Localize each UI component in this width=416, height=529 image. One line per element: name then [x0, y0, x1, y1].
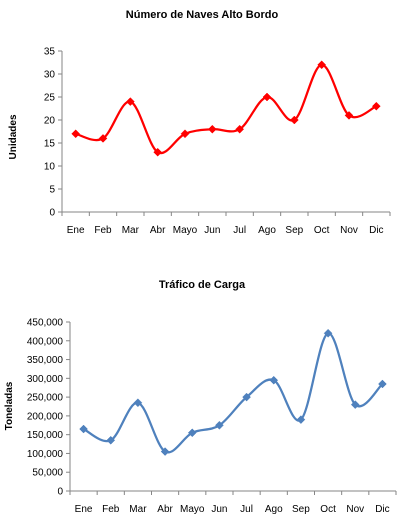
y-tick-label: 450,000: [27, 318, 64, 329]
data-point-marker: [125, 97, 135, 106]
y-tick-label: 0: [49, 208, 55, 219]
chart-carga: Tráfico de Carga Toneladas 0 50,000 100,00…: [4, 279, 397, 515]
data-point-marker: [371, 101, 381, 111]
x-tick-label: Jun: [211, 504, 227, 515]
y-tick-label: 10: [44, 162, 56, 173]
x-tick-label: Sep: [285, 225, 303, 236]
data-point-marker: [344, 111, 354, 120]
data-point-marker: [153, 147, 163, 157]
data-point-marker: [262, 92, 272, 102]
plot-area: [79, 328, 387, 456]
y-axis-label: Unidades: [8, 114, 19, 159]
data-point-marker: [180, 129, 190, 139]
y-tick-label: 400,000: [27, 336, 64, 347]
data-point-marker: [133, 398, 143, 408]
data-point-marker: [289, 115, 299, 125]
x-tick-label: Nov: [346, 504, 364, 515]
x-tick-label: Oct: [320, 504, 336, 515]
series-line: [83, 332, 384, 454]
data-point-marker: [296, 415, 306, 424]
data-point-marker: [187, 428, 197, 438]
axes: 0 5 10 15 20 25 30 35 Ene Feb Mar Abr Mayo Jun Jul Ago S…: [44, 47, 391, 236]
data-point-marker: [242, 392, 251, 402]
axes: 0 50,000 100,000 150,000 200,000 250,000 300,0…: [27, 318, 397, 515]
data-point-marker: [350, 400, 360, 409]
x-tick-label: Abr: [157, 504, 173, 515]
y-tick-label: 100,000: [27, 449, 64, 460]
x-tick-label: Ago: [258, 225, 276, 236]
y-tick-label: 5: [49, 185, 55, 196]
x-tick-label: Dic: [375, 504, 389, 515]
data-point-marker: [98, 134, 108, 143]
x-tick-label: Feb: [94, 225, 112, 236]
series-line: [75, 63, 377, 155]
x-tick-label: Abr: [150, 225, 166, 236]
x-tick-label: Jul: [233, 225, 246, 236]
x-tick-label: Ene: [75, 504, 93, 515]
x-tick-label: Sep: [292, 504, 310, 515]
x-tick-label: Mayo: [173, 225, 198, 236]
y-tick-label: 0: [57, 487, 63, 498]
data-point-marker: [323, 328, 333, 338]
x-tick-label: Nov: [340, 225, 358, 236]
y-tick-label: 250,000: [27, 393, 64, 404]
data-point-marker: [207, 124, 217, 134]
x-tick-label: Jun: [204, 225, 220, 236]
y-tick-label: 25: [44, 93, 56, 104]
data-point-marker: [106, 435, 116, 445]
y-tick-label: 300,000: [27, 374, 64, 385]
plot-area: [71, 60, 381, 157]
x-tick-label: Mar: [129, 504, 147, 515]
x-tick-label: Jul: [240, 504, 253, 515]
x-tick-label: Mayo: [180, 504, 205, 515]
y-tick-label: 20: [44, 116, 56, 127]
x-tick-label: Oct: [314, 225, 330, 236]
y-tick-label: 30: [44, 70, 56, 81]
chart-title: Tráfico de Carga: [159, 279, 246, 291]
data-point-marker: [79, 424, 88, 434]
x-tick-label: Ago: [265, 504, 283, 515]
x-tick-label: Feb: [102, 504, 120, 515]
data-point-marker: [215, 420, 224, 430]
data-point-marker: [71, 129, 81, 139]
chart-naves: Número de Naves Alto Bordo Unidades 0 5 10…: [8, 9, 391, 236]
y-tick-label: 350,000: [27, 355, 64, 366]
x-tick-label: Mar: [122, 225, 140, 236]
data-point-marker: [269, 375, 279, 385]
data-point-marker: [378, 379, 387, 389]
x-tick-label: Ene: [67, 225, 85, 236]
chart-title: Número de Naves Alto Bordo: [126, 9, 279, 21]
y-tick-label: 200,000: [27, 411, 64, 422]
y-tick-label: 35: [44, 47, 56, 58]
x-tick-label: Dic: [369, 225, 383, 236]
data-point-marker: [235, 124, 245, 134]
y-tick-label: 15: [44, 139, 56, 150]
data-point-marker: [317, 60, 327, 70]
y-axis-label: Toneladas: [4, 381, 15, 430]
data-point-marker: [160, 447, 170, 456]
y-tick-label: 150,000: [27, 430, 64, 441]
y-tick-label: 50,000: [32, 468, 63, 479]
